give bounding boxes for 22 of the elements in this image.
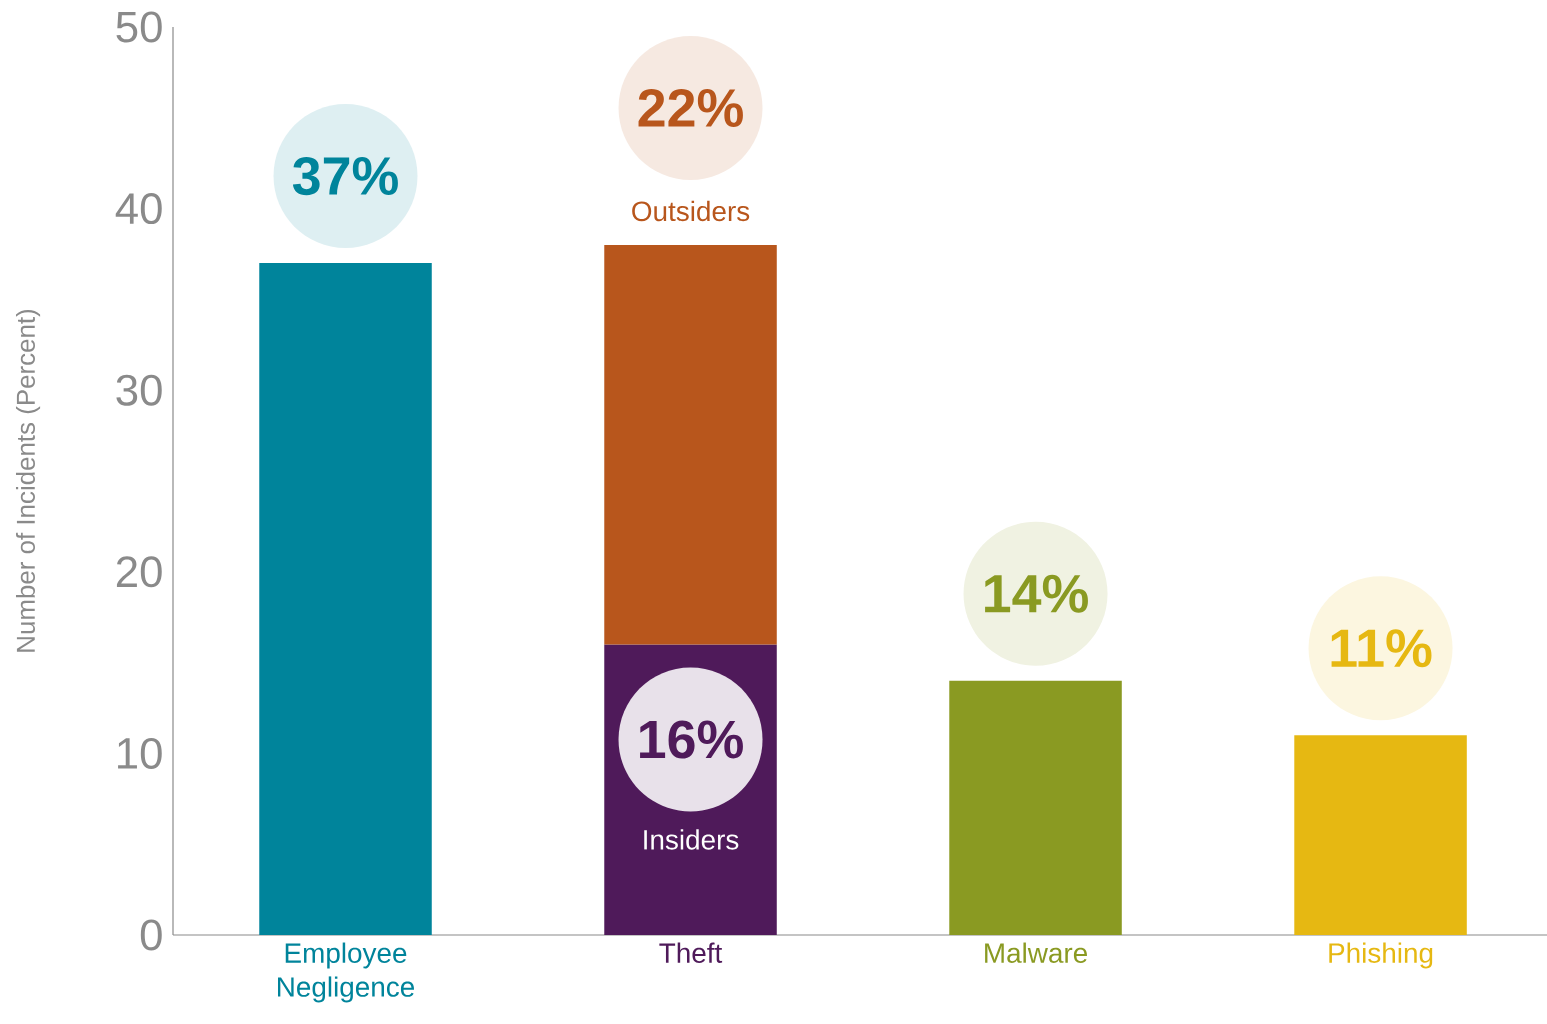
data-label: 11%	[1331, 629, 1432, 668]
y-tick-label: 10	[118, 737, 162, 769]
bar	[259, 263, 432, 935]
y-tick-label: 30	[116, 374, 162, 406]
y-tick-label: 0	[140, 919, 162, 951]
x-tick-label: Theft	[659, 942, 723, 963]
data-label: 16%	[640, 720, 743, 759]
x-tick-label: Employee Negligence	[278, 942, 415, 1003]
y-tick-label: 40	[115, 193, 162, 225]
y-tick-label: 20	[116, 556, 162, 588]
x-tick-label: Phishing	[1329, 942, 1433, 969]
data-label: 22%	[638, 88, 743, 127]
bar	[949, 680, 1122, 935]
data-label: 14%	[985, 574, 1088, 613]
bar	[1294, 735, 1467, 935]
bar	[604, 244, 777, 645]
data-label: 37%	[292, 156, 398, 196]
y-tick-label: 50	[116, 11, 162, 43]
y-axis-title: Number of Incidents (Percent)	[15, 309, 41, 652]
x-tick-label: Malware	[985, 942, 1087, 963]
series-label: Insiders	[644, 829, 739, 850]
series-label: Outsiders	[632, 200, 750, 222]
